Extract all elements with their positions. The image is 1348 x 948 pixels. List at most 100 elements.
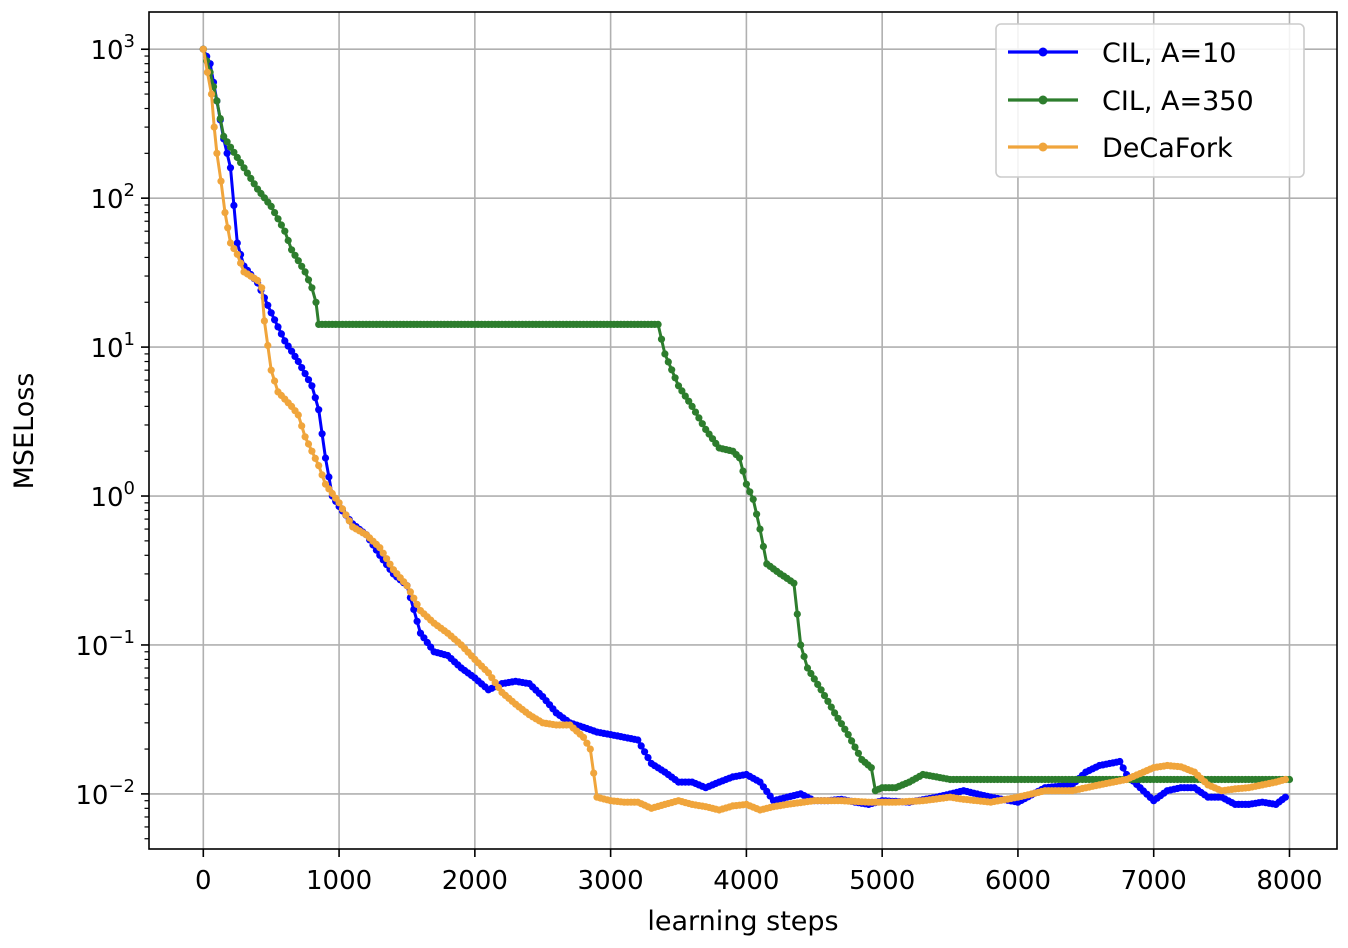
data-point: [243, 169, 251, 177]
x-tick-label: 1000: [306, 866, 372, 896]
data-point: [308, 382, 316, 390]
data-point: [681, 392, 689, 400]
data-point: [312, 298, 320, 306]
data-point: [800, 652, 808, 661]
data-point: [848, 737, 856, 745]
data-point: [685, 397, 693, 405]
y-tick-label: 100: [90, 478, 135, 513]
data-point: [579, 733, 588, 741]
data-point: [674, 382, 683, 390]
data-point: [634, 736, 642, 744]
data-point: [749, 495, 757, 503]
y-tick-label: 101: [90, 329, 135, 364]
data-point: [240, 164, 248, 172]
data-point: [698, 420, 706, 428]
data-point: [226, 164, 235, 172]
data-point: [321, 454, 330, 462]
data-point: [291, 251, 299, 259]
data-point: [271, 377, 279, 385]
data-point: [810, 675, 818, 683]
x-axis-label: learning steps: [647, 906, 838, 937]
data-point: [277, 330, 285, 338]
data-point: [264, 301, 272, 309]
data-point: [807, 669, 815, 678]
data-point: [315, 462, 323, 470]
y-axis-label: MSELoss: [9, 373, 40, 490]
data-point: [851, 743, 859, 751]
data-point: [250, 180, 258, 188]
data-point: [827, 703, 835, 711]
data-point: [230, 148, 238, 156]
data-point: [413, 600, 421, 609]
data-point: [217, 177, 225, 185]
x-tick-label: 0: [195, 866, 212, 896]
data-point: [664, 358, 672, 366]
x-tick-label: 8000: [1256, 866, 1322, 896]
data-point: [342, 511, 350, 519]
data-point: [739, 467, 747, 475]
data-point: [318, 471, 326, 479]
data-point: [230, 201, 238, 209]
data-point: [271, 316, 279, 324]
data-point: [1116, 757, 1124, 766]
data-point: [688, 402, 696, 410]
y-tick-label: 103: [90, 31, 135, 66]
data-point: [1281, 775, 1289, 784]
data-point: [301, 268, 309, 276]
legend-marker-cil-a10: [1038, 47, 1048, 57]
data-point: [199, 45, 207, 53]
data-point: [793, 610, 801, 618]
data-point: [691, 408, 700, 416]
data-point: [294, 257, 302, 265]
data-point: [841, 725, 849, 733]
data-point: [267, 202, 275, 210]
data-point: [258, 284, 266, 292]
data-point: [345, 517, 353, 525]
data-point: [233, 153, 241, 162]
data-point: [844, 731, 852, 739]
data-point: [230, 245, 238, 253]
data-point: [1119, 764, 1127, 772]
data-point: [274, 215, 282, 223]
data-point: [406, 588, 414, 596]
data-point: [237, 159, 245, 167]
data-point: [221, 209, 229, 217]
data-point: [756, 525, 764, 533]
data-point: [260, 317, 268, 325]
data-point: [1281, 793, 1289, 801]
data-point: [376, 544, 384, 552]
data-point: [271, 209, 279, 217]
data-point: [671, 374, 679, 382]
data-point: [213, 149, 221, 157]
data-point: [644, 754, 652, 762]
data-point: [284, 236, 292, 245]
data-point: [790, 579, 798, 587]
data-point: [657, 335, 666, 343]
data-point: [661, 350, 669, 358]
data-point: [298, 262, 306, 270]
data-point: [742, 480, 751, 488]
data-point: [325, 473, 333, 481]
data-point: [820, 692, 829, 700]
data-point: [736, 454, 744, 462]
y-tick-label: 102: [90, 180, 135, 215]
grid: [149, 12, 1337, 849]
data-point: [837, 720, 846, 728]
data-point: [854, 749, 863, 757]
data-point: [403, 582, 411, 590]
data-point: [203, 68, 211, 76]
data-point: [281, 227, 289, 235]
data-point: [267, 309, 275, 317]
data-point: [274, 323, 282, 331]
data-point: [814, 680, 822, 689]
data-point: [410, 594, 418, 602]
ticks: 0 1000 2000 3000 4000 5000 6000 7000 8000 10−2 10−…: [75, 31, 1322, 896]
data-point: [298, 364, 306, 372]
data-point: [298, 422, 306, 430]
data-point: [386, 560, 394, 568]
data-point: [590, 769, 598, 777]
data-point: [759, 542, 768, 551]
data-point: [586, 745, 594, 753]
x-tick-label: 6000: [985, 866, 1051, 896]
